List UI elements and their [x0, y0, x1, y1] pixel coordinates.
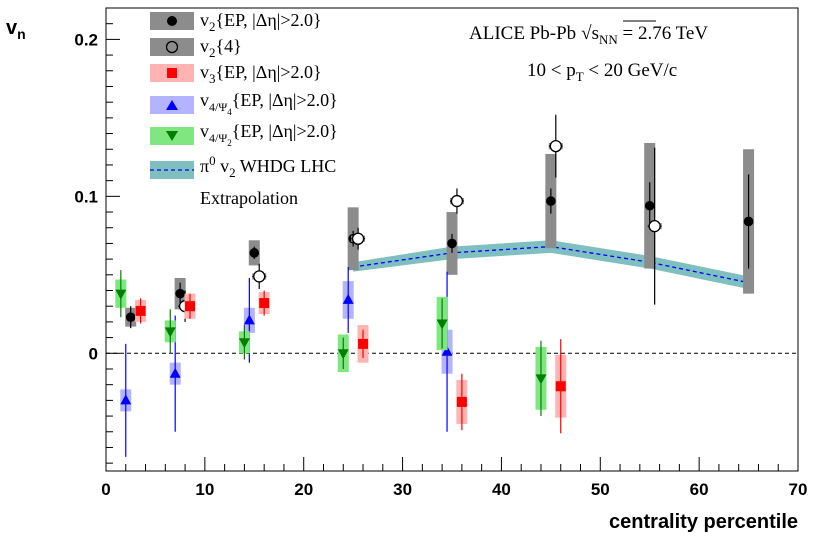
y-tick-label: 0 — [89, 344, 98, 363]
v4psi4-point — [120, 394, 132, 405]
v2ep-point — [447, 238, 457, 249]
legend-v3ep-label: v3{EP, |Δη|>2.0} — [200, 62, 322, 86]
axis-ticks: 0 10 20 30 40 50 60 70 0 0.1 0.2 — [74, 7, 808, 499]
v24-point — [648, 220, 661, 233]
v24-point — [450, 194, 464, 208]
x-tick-label: 70 — [789, 480, 808, 499]
annotation-energy: ALICE Pb-Pb √sNN = 2.76 TeV — [469, 23, 708, 47]
legend-v24-marker — [165, 40, 179, 54]
v3ep-point — [259, 298, 270, 309]
v2ep-point — [644, 200, 655, 211]
v4psi2-point — [164, 327, 176, 338]
v4psi2-point — [436, 319, 448, 330]
x-tick-label: 10 — [195, 480, 214, 499]
v2ep-point — [249, 248, 260, 258]
v3ep-point — [185, 301, 196, 312]
x-tick-label: 0 — [101, 480, 110, 499]
v4psi4-point — [243, 314, 255, 325]
legend: v2{EP, |Δη|>2.0} v2{4} v3{EP, |Δη|>2.0} … — [150, 10, 338, 208]
plot-frame — [105, 7, 799, 472]
y-tick-label: 0.1 — [74, 187, 98, 206]
v3ep-point — [555, 381, 566, 392]
annotation-pt: 10 < pT < 20 GeV/c — [527, 60, 677, 84]
legend-v2ep-marker — [167, 16, 177, 26]
y-axis-title-sub: n — [17, 26, 26, 42]
v3ep-point — [456, 396, 467, 407]
v2ep-point — [743, 216, 754, 227]
x-tick-label: 30 — [393, 480, 412, 499]
v2ep-point — [125, 312, 136, 322]
legend-whdg-label-line2: Extrapolation — [200, 188, 298, 208]
v4psi2-point — [115, 289, 127, 300]
v4psi4-point — [342, 293, 354, 304]
legend-v4psi2-label: v4/Ψ2{EP, |Δη|>2.0} — [200, 121, 338, 148]
v4psi2-point — [535, 374, 547, 385]
v24-point — [351, 232, 365, 245]
v3ep-point — [358, 338, 369, 349]
x-axis-title: centrality percentile — [609, 511, 798, 533]
x-tick-label: 20 — [294, 480, 313, 499]
v3ep-point — [135, 305, 146, 316]
legend-v4psi2-marker — [166, 131, 178, 141]
y-tick-label: 0.2 — [74, 30, 98, 49]
v24-point — [549, 139, 562, 153]
experiment-annotation: ALICE Pb-Pb √sNN = 2.76 TeV 10 < pT < 20 … — [469, 20, 708, 84]
legend-v4psi4-label: v4/Ψ4{EP, |Δη|>2.0} — [200, 90, 338, 117]
x-tick-label: 40 — [492, 480, 511, 499]
legend-whdg-label: π0 v2 WHDG LHC — [200, 153, 336, 180]
x-tick-label: 50 — [591, 480, 610, 499]
v2ep-point — [175, 288, 185, 299]
y-axis-title: vn — [6, 17, 26, 42]
legend-v2ep-label: v2{EP, |Δη|>2.0} — [200, 10, 322, 34]
legend-v3ep-marker — [167, 68, 177, 78]
v4psi4-point — [441, 345, 453, 356]
data-layer — [106, 114, 798, 457]
v4psi4-point — [169, 367, 181, 378]
v4psi2-point — [238, 338, 250, 349]
legend-v24-swatch — [150, 38, 194, 56]
legend-v24-label: v2{4} — [200, 36, 242, 60]
x-tick-label: 60 — [690, 480, 709, 499]
v24-point — [253, 270, 266, 283]
v4psi2-point — [337, 349, 349, 360]
v2ep-point — [546, 196, 556, 206]
y-axis-title-base: v — [6, 17, 18, 39]
legend-v4psi4-marker — [166, 100, 178, 110]
